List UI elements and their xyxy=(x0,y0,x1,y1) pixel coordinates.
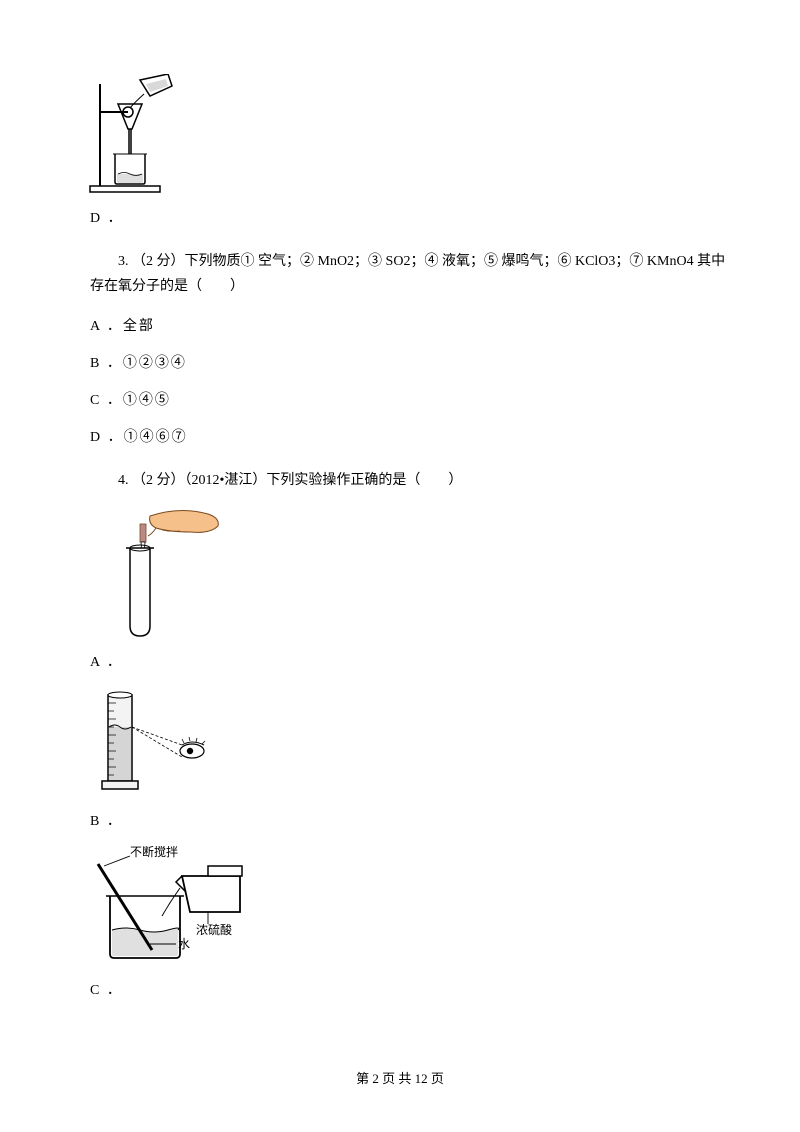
q3-opt-d: D ．①④⑥⑦ xyxy=(90,425,730,450)
q3-stem-line1: 3. （2 分）下列物质① 空气；② MnO2；③ SO2；④ 液氧；⑤ 爆鸣气… xyxy=(90,249,730,274)
q4-opt-b: B ． xyxy=(90,809,730,834)
q4-opt-a-figure xyxy=(90,508,730,638)
q3-opt-c: C ．①④⑤ xyxy=(90,388,730,413)
q4c-label-stir: 不断搅拌 xyxy=(130,846,178,859)
q2-opt-d-label: D ． xyxy=(90,211,124,226)
q2-opt-d-figure xyxy=(80,74,730,194)
page-footer: 第 2 页 共 12 页 xyxy=(0,1067,800,1090)
q3-stem-line2: 存在氧分子的是（ ） xyxy=(90,274,730,299)
q4c-label-acid: 浓硫酸 xyxy=(196,922,232,937)
q4-stem-text: 4. （2 分）（2012•湛江）下列实验操作正确的是（ ） xyxy=(90,468,730,493)
q4-opt-c: C ． xyxy=(90,978,730,1003)
q3-opt-a: A ．全部 xyxy=(90,314,730,339)
page-number: 第 2 页 共 12 页 xyxy=(356,1071,444,1086)
q3-opt-b: B ．①②③④ xyxy=(90,351,730,376)
q4c-label-water: 水 xyxy=(178,937,190,951)
q4-opt-b-figure xyxy=(90,687,730,797)
q4-stem: 4. （2 分）（2012•湛江）下列实验操作正确的是（ ） xyxy=(90,468,730,493)
q4-opt-c-figure: 不断搅拌 浓硫酸 水 xyxy=(90,846,730,966)
q4-opt-a: A ． xyxy=(90,650,730,675)
q3-stem: 3. （2 分）下列物质① 空气；② MnO2；③ SO2；④ 液氧；⑤ 爆鸣气… xyxy=(90,249,730,299)
q2-opt-d: D ． xyxy=(90,206,730,231)
